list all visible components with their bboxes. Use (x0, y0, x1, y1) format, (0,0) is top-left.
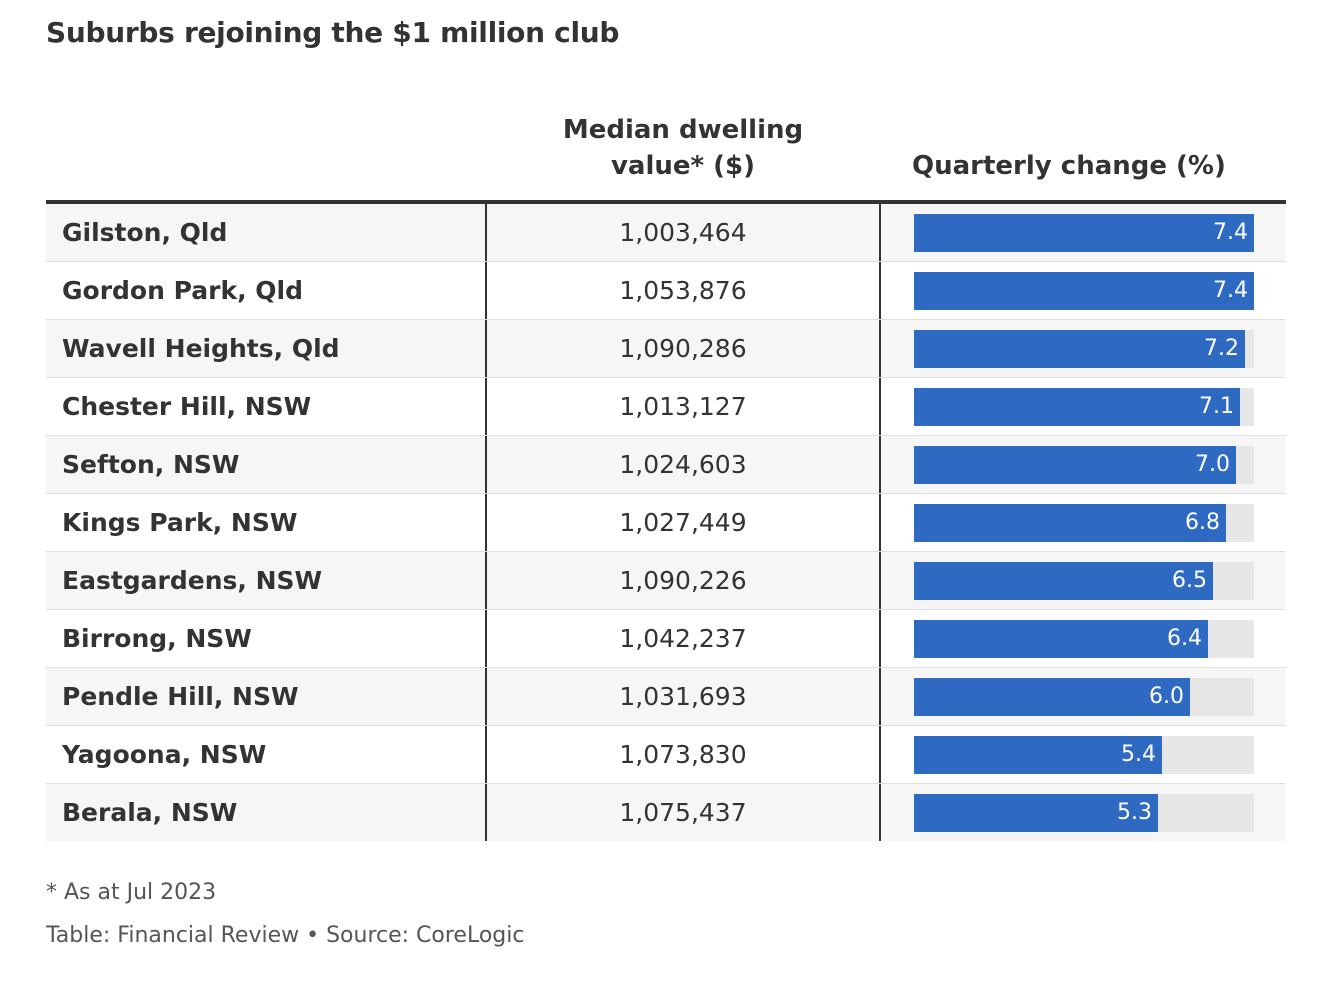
median-value: 1,031,693 (485, 668, 881, 725)
table-row: Pendle Hill, NSW 1,031,693 6.0 (46, 668, 1286, 726)
change-bar-track: 7.4 (914, 214, 1254, 252)
change-label: 7.4 (1213, 278, 1248, 303)
median-value: 1,024,603 (485, 436, 881, 493)
table-header: Median dwelling value* ($) Quarterly cha… (46, 110, 1286, 204)
median-value: 1,053,876 (485, 262, 881, 319)
suburb-name: Pendle Hill, NSW (62, 682, 299, 711)
change-bar: 6.0 (914, 678, 1190, 716)
median-value: 1,042,237 (485, 610, 881, 667)
change-bar-track: 6.4 (914, 620, 1254, 658)
column-header-median-value-line2: value* ($) (610, 151, 756, 181)
suburb-name: Kings Park, NSW (62, 508, 298, 537)
change-bar-track: 6.0 (914, 678, 1254, 716)
change-bar-track: 7.1 (914, 388, 1254, 426)
change-bar: 7.2 (914, 330, 1245, 368)
column-header-quarterly-change: Quarterly change (%) (912, 151, 1226, 181)
source-credit: Table: Financial Review • Source: CoreLo… (46, 923, 525, 948)
median-value: 1,073,830 (485, 726, 881, 783)
change-bar: 6.8 (914, 504, 1226, 542)
change-label: 5.3 (1117, 800, 1152, 825)
change-bar-track: 5.4 (914, 736, 1254, 774)
change-label: 7.4 (1213, 220, 1248, 245)
suburb-name: Berala, NSW (62, 798, 238, 827)
suburb-name: Wavell Heights, Qld (62, 334, 340, 363)
suburb-name: Gordon Park, Qld (62, 276, 303, 305)
suburb-name: Sefton, NSW (62, 450, 240, 479)
table-row: Yagoona, NSW 1,073,830 5.4 (46, 726, 1286, 784)
median-value: 1,013,127 (485, 378, 881, 435)
change-bar-track: 6.8 (914, 504, 1254, 542)
change-label: 6.0 (1149, 684, 1184, 709)
change-bar: 7.0 (914, 446, 1236, 484)
change-bar: 6.4 (914, 620, 1208, 658)
table-row: Wavell Heights, Qld 1,090,286 7.2 (46, 320, 1286, 378)
change-bar-track: 5.3 (914, 794, 1254, 832)
change-bar-track: 7.4 (914, 272, 1254, 310)
change-bar: 7.4 (914, 214, 1254, 252)
chart-title: Suburbs rejoining the $1 million club (46, 16, 620, 49)
table-row: Eastgardens, NSW 1,090,226 6.5 (46, 552, 1286, 610)
change-bar-track: 7.2 (914, 330, 1254, 368)
change-bar: 6.5 (914, 562, 1213, 600)
change-label: 6.4 (1167, 626, 1202, 651)
change-bar-track: 6.5 (914, 562, 1254, 600)
table-row: Berala, NSW 1,075,437 5.3 (46, 784, 1286, 841)
change-bar: 7.4 (914, 272, 1254, 310)
median-value: 1,090,286 (485, 320, 881, 377)
column-header-median-value-line1: Median dwelling (562, 115, 804, 145)
table-row: Birrong, NSW 1,042,237 6.4 (46, 610, 1286, 668)
footnote: * As at Jul 2023 (46, 880, 217, 905)
median-value: 1,075,437 (485, 784, 881, 841)
table-row: Kings Park, NSW 1,027,449 6.8 (46, 494, 1286, 552)
suburb-name: Birrong, NSW (62, 624, 252, 653)
table-row: Sefton, NSW 1,024,603 7.0 (46, 436, 1286, 494)
change-bar: 5.4 (914, 736, 1162, 774)
suburb-name: Gilston, Qld (62, 218, 228, 247)
table-row: Gordon Park, Qld 1,053,876 7.4 (46, 262, 1286, 320)
table-row: Gilston, Qld 1,003,464 7.4 (46, 204, 1286, 262)
change-label: 6.5 (1172, 568, 1207, 593)
change-label: 5.4 (1121, 742, 1156, 767)
suburb-name: Eastgardens, NSW (62, 566, 323, 595)
column-header-median-value: Median dwelling value* ($) (536, 112, 830, 184)
change-bar: 5.3 (914, 794, 1158, 832)
change-label: 7.0 (1195, 452, 1230, 477)
change-label: 7.2 (1204, 336, 1239, 361)
table-row: Chester Hill, NSW 1,013,127 7.1 (46, 378, 1286, 436)
table-body: Gilston, Qld 1,003,464 7.4 Gordon Park, Qld… (46, 204, 1286, 841)
median-value: 1,090,226 (485, 552, 881, 609)
median-value: 1,027,449 (485, 494, 881, 551)
data-table: Median dwelling value* ($) Quarterly cha… (46, 110, 1286, 841)
suburb-name: Yagoona, NSW (62, 740, 267, 769)
median-value: 1,003,464 (485, 204, 881, 261)
change-bar-track: 7.0 (914, 446, 1254, 484)
change-label: 6.8 (1185, 510, 1220, 535)
suburb-name: Chester Hill, NSW (62, 392, 312, 421)
change-label: 7.1 (1199, 394, 1234, 419)
change-bar: 7.1 (914, 388, 1240, 426)
